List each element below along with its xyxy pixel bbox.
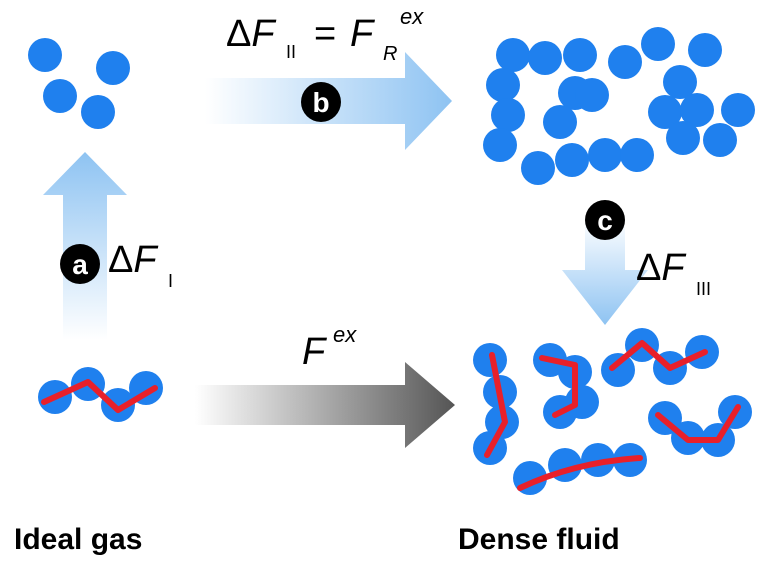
- ideal-gas-chain: [38, 367, 163, 422]
- svg-text:a: a: [72, 249, 88, 280]
- label-dense-fluid: Dense fluid: [458, 523, 620, 556]
- svg-text:F: F: [302, 331, 327, 373]
- arrow-c-down: [562, 218, 648, 325]
- label-delta-f-i: ΔF I: [108, 239, 173, 291]
- svg-text:II: II: [286, 42, 296, 62]
- svg-text:ex: ex: [333, 322, 357, 347]
- svg-text:R: R: [383, 43, 397, 65]
- svg-text:ex: ex: [400, 4, 424, 29]
- svg-text:ΔF: ΔF: [636, 247, 686, 289]
- svg-text:ΔF: ΔF: [108, 239, 158, 281]
- badge-b: b: [301, 82, 341, 122]
- dense-fluid-chains: [473, 328, 752, 495]
- svg-text:III: III: [696, 279, 711, 299]
- svg-text:F: F: [350, 13, 375, 55]
- ideal-gas-particles: [28, 38, 130, 129]
- badge-c: c: [585, 200, 625, 240]
- svg-text:b: b: [312, 87, 329, 118]
- arrow-direct-gray: [195, 362, 455, 448]
- label-delta-f-ii: ΔF II = F R ex: [226, 4, 424, 65]
- badge-a: a: [60, 244, 100, 284]
- svg-text:I: I: [168, 271, 173, 291]
- dense-fluid-particles: [483, 27, 755, 185]
- svg-text:c: c: [597, 205, 613, 236]
- svg-text:ΔF: ΔF: [226, 13, 276, 55]
- svg-text:=: =: [314, 13, 336, 55]
- label-ideal-gas: Ideal gas: [14, 523, 142, 556]
- label-delta-f-iii: ΔF III: [636, 247, 711, 299]
- label-f-ex: F ex: [302, 322, 357, 373]
